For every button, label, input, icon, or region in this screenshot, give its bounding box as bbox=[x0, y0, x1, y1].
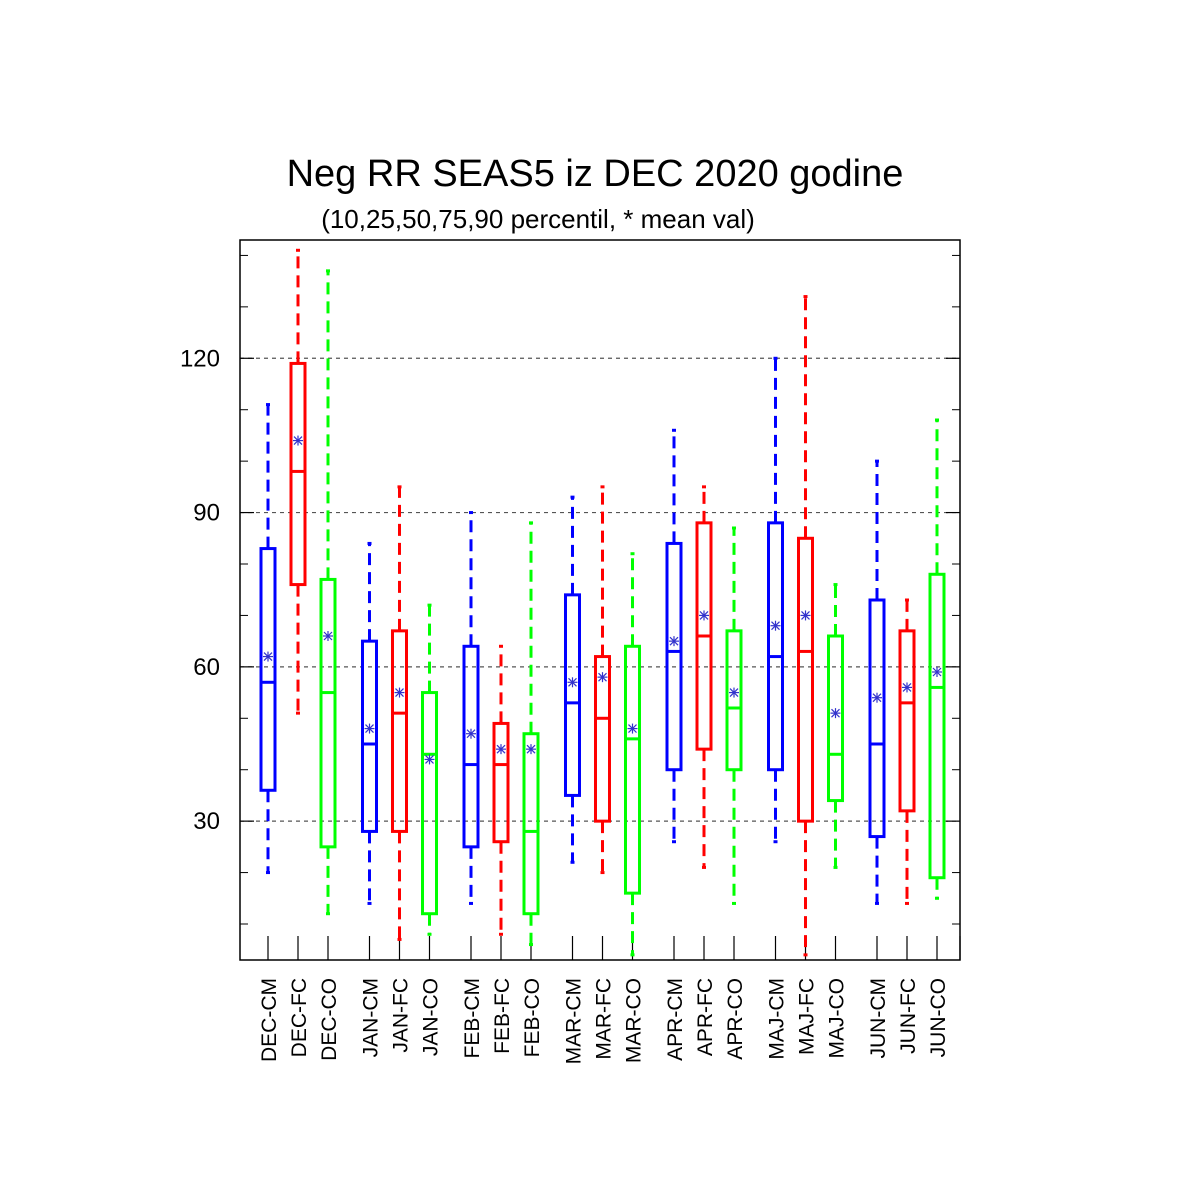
mean-marker bbox=[466, 728, 476, 739]
mean-marker bbox=[872, 692, 882, 703]
box-maj-co bbox=[827, 583, 844, 869]
mean-marker bbox=[932, 667, 942, 677]
box-mar-co bbox=[624, 552, 641, 957]
x-axis-labels: DEC-CM DEC-FC DEC-CO JAN-CM JAN-FC JAN-CO FEB-… bbox=[258, 978, 950, 1064]
mean-marker bbox=[669, 636, 679, 647]
chart-title: Neg RR SEAS5 iz DEC 2020 godine bbox=[287, 153, 904, 195]
box-feb-fc bbox=[492, 644, 510, 936]
iqr-box bbox=[492, 721, 510, 844]
iqr-box bbox=[868, 598, 886, 839]
box-feb-cm bbox=[462, 511, 480, 905]
mean-marker bbox=[364, 723, 375, 734]
x-category-label: APR-FC bbox=[694, 978, 717, 1056]
y-tick-label: 30 bbox=[193, 808, 220, 835]
mean-marker bbox=[902, 682, 912, 693]
iqr-box bbox=[767, 521, 784, 772]
iqr-box bbox=[462, 644, 480, 849]
iqr-box bbox=[289, 361, 307, 587]
box-dec-fc bbox=[289, 248, 307, 715]
x-category-label: MAR-CM bbox=[563, 978, 586, 1064]
x-category-label: APR-CO bbox=[724, 978, 747, 1060]
box-apr-cm bbox=[665, 428, 683, 844]
mean-marker bbox=[424, 754, 435, 765]
iqr-box bbox=[391, 629, 408, 833]
mean-marker bbox=[263, 651, 273, 662]
box-mar-fc bbox=[594, 485, 611, 875]
x-category-label: JUN-CO bbox=[927, 978, 950, 1057]
box-apr-fc bbox=[695, 485, 713, 869]
iqr-box bbox=[928, 572, 946, 880]
iqr-box bbox=[522, 732, 540, 916]
iqr-box bbox=[594, 655, 611, 823]
x-category-label: DEC-CO bbox=[318, 978, 341, 1061]
x-category-label: JAN-FC bbox=[390, 978, 413, 1053]
mean-marker bbox=[526, 744, 536, 755]
box-feb-co bbox=[522, 521, 540, 947]
y-tick-label: 90 bbox=[193, 500, 220, 527]
x-category-label: MAR-CO bbox=[623, 978, 646, 1063]
box-jan-co bbox=[421, 603, 438, 936]
box-jun-fc bbox=[898, 598, 916, 905]
box-maj-fc bbox=[797, 295, 814, 957]
grid-lines bbox=[240, 357, 960, 822]
x-category-label: JUN-CM bbox=[867, 978, 890, 1058]
x-category-label: DEC-FC bbox=[288, 978, 311, 1057]
y-tick-label: 60 bbox=[193, 654, 220, 681]
mean-marker bbox=[496, 744, 506, 755]
mean-marker bbox=[770, 620, 781, 631]
x-category-label: DEC-CM bbox=[258, 978, 281, 1062]
iqr-box bbox=[624, 644, 641, 895]
iqr-box bbox=[725, 629, 743, 772]
box-jun-cm bbox=[868, 459, 886, 905]
x-category-label: MAJ-CO bbox=[826, 978, 849, 1059]
box-maj-cm bbox=[767, 356, 784, 844]
iqr-box bbox=[259, 547, 277, 792]
x-category-label: APR-CM bbox=[664, 978, 687, 1061]
mean-marker bbox=[830, 708, 841, 719]
box-mar-cm bbox=[564, 495, 581, 864]
box-dec-cm bbox=[259, 403, 277, 875]
box-series bbox=[259, 248, 946, 957]
iqr-box bbox=[564, 593, 581, 797]
x-category-label: MAJ-CM bbox=[766, 978, 789, 1060]
box-dec-co bbox=[319, 269, 337, 916]
mean-marker bbox=[394, 687, 405, 698]
iqr-box bbox=[827, 634, 844, 803]
x-category-label: JUN-FC bbox=[897, 978, 920, 1054]
iqr-box bbox=[665, 541, 683, 772]
iqr-box bbox=[421, 691, 438, 916]
mean-marker bbox=[293, 435, 303, 446]
mean-marker bbox=[729, 687, 739, 698]
x-category-label: FEB-FC bbox=[491, 978, 514, 1054]
mean-marker bbox=[627, 723, 638, 734]
x-category-label: FEB-CO bbox=[521, 978, 544, 1057]
x-category-label: JAN-CM bbox=[360, 978, 383, 1057]
box-apr-co bbox=[725, 526, 743, 905]
mean-marker bbox=[800, 610, 811, 621]
iqr-box bbox=[797, 536, 814, 823]
plot-frame bbox=[239, 239, 961, 961]
x-category-label: JAN-CO bbox=[420, 978, 443, 1056]
mean-marker bbox=[567, 677, 578, 688]
x-category-label: MAR-FC bbox=[593, 978, 616, 1060]
box-jan-fc bbox=[391, 485, 408, 941]
x-category-label: MAJ-FC bbox=[796, 978, 819, 1055]
mean-marker bbox=[699, 610, 709, 621]
chart-subtitle: (10,25,50,75,90 percentil, * mean val) bbox=[321, 204, 755, 234]
y-tick-label: 120 bbox=[180, 345, 220, 372]
mean-marker bbox=[323, 631, 333, 641]
box-jun-co bbox=[928, 418, 946, 900]
x-category-label: FEB-CM bbox=[461, 978, 484, 1059]
iqr-box bbox=[898, 629, 916, 813]
iqr-box bbox=[319, 577, 337, 849]
mean-marker bbox=[597, 672, 608, 683]
iqr-box bbox=[361, 639, 378, 833]
box-jan-cm bbox=[361, 541, 378, 905]
